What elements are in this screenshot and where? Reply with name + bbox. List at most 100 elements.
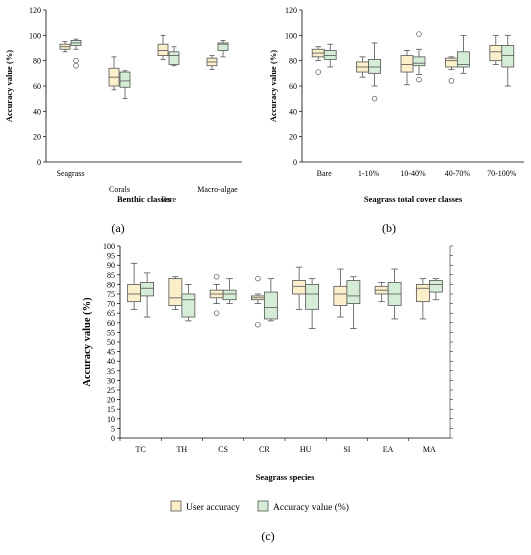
y-tick-label-b-6: 120 (285, 6, 297, 15)
x-axis-title-c: Seagrass species (256, 472, 315, 482)
box-c-user-3 (250, 275, 265, 328)
iqr-box (501, 45, 515, 68)
iqr-box (412, 56, 426, 67)
iqr-box (222, 289, 237, 301)
iqr-box (181, 293, 196, 318)
box-b-acc-2 (412, 31, 426, 83)
box-b-acc-1 (368, 42, 382, 102)
box-c-acc-2 (222, 278, 237, 305)
y-tick-label-c-17: 85 (107, 271, 115, 280)
box-c-user-6 (374, 282, 389, 303)
outlier-point-1 (255, 275, 261, 282)
iqr-box (368, 59, 382, 74)
box-b-user-0 (311, 46, 325, 75)
y-tick-label-b-4: 80 (289, 57, 297, 66)
x-tick-label-c-0: TC (136, 445, 146, 454)
y-tick-label-c-7: 35 (107, 367, 115, 376)
iqr-box (292, 280, 307, 295)
y-tick-label-c-10: 50 (107, 338, 115, 347)
box-b-acc-3 (456, 34, 470, 74)
iqr-box (456, 51, 470, 68)
legend-label-user: User accuracy (186, 503, 240, 513)
y-tick-label-a-6: 120 (29, 6, 41, 15)
outlier-point-1 (416, 31, 422, 37)
outlier-point-0 (73, 62, 79, 69)
box-a-acc-3 (217, 40, 229, 58)
box-a-acc-0 (70, 38, 82, 69)
y-tick-label-c-14: 70 (107, 300, 115, 309)
y-tick-label-b-5: 100 (285, 31, 297, 40)
y-tick-label-a-1: 20 (33, 133, 41, 142)
legend-swatch-acc (257, 500, 269, 512)
iqr-box (127, 283, 142, 303)
x-tick-label-a-2: Bare (161, 195, 177, 204)
iqr-box (168, 51, 180, 65)
y-tick-label-c-16: 80 (107, 280, 115, 289)
box-a-user-2 (157, 34, 169, 60)
iqr-box (428, 280, 443, 293)
iqr-box (489, 45, 503, 62)
box-b-acc-0 (323, 43, 337, 68)
legend-label-acc: Accuracy value (%) (273, 502, 349, 513)
box-c-user-5 (333, 268, 348, 318)
box-c-user-7 (415, 278, 430, 320)
y-tick-label-c-2: 10 (107, 415, 115, 424)
y-tick-label-c-20: 100 (103, 242, 115, 251)
y-tick-label-c-1: 5 (111, 424, 115, 433)
outlier-point-0 (371, 95, 378, 102)
y-tick-label-b-0: 0 (293, 158, 297, 167)
y-tick-label-b-3: 60 (289, 82, 297, 91)
y-tick-label-c-5: 25 (107, 386, 115, 395)
x-tick-label-a-1: Corals (109, 185, 130, 194)
y-tick-label-c-12: 60 (107, 319, 115, 328)
outlier-point-1 (213, 273, 220, 280)
box-b-user-4 (489, 34, 503, 65)
x-tick-label-c-6: EA (383, 445, 394, 454)
panel-label-a: (a) (111, 221, 124, 235)
box-b-user-2 (400, 50, 414, 86)
outlier-point-0 (315, 69, 321, 75)
outlier-point-0 (255, 321, 261, 328)
y-tick-label-a-0: 0 (37, 158, 41, 167)
iqr-box (333, 285, 348, 306)
box-b-user-1 (356, 56, 370, 78)
y-axis-title-c: Accuracy value (%) (82, 297, 93, 387)
iqr-box (263, 291, 278, 320)
y-tick-label-c-6: 30 (107, 376, 115, 385)
box-c-acc-5 (346, 276, 361, 329)
iqr-box (346, 280, 361, 304)
box-a-user-0 (59, 41, 71, 53)
y-tick-label-c-18: 90 (107, 261, 115, 270)
box-c-user-2 (209, 273, 224, 316)
y-tick-label-c-8: 40 (107, 357, 115, 366)
box-b-user-3 (444, 56, 458, 84)
y-tick-label-b-2: 40 (289, 107, 297, 116)
iqr-box (323, 50, 337, 60)
chart-c: 0510152025303540455055606570758085909510… (82, 242, 453, 482)
iqr-box (415, 283, 430, 303)
x-tick-label-c-3: CR (259, 445, 270, 454)
y-tick-label-c-4: 20 (107, 396, 115, 405)
box-a-acc-1 (119, 70, 131, 100)
panel-label-c: (c) (261, 529, 274, 543)
y-tick-label-a-4: 80 (33, 57, 41, 66)
iqr-box (157, 43, 169, 57)
box-c-user-0 (127, 262, 142, 310)
outlier-point-1 (73, 57, 79, 64)
box-a-user-1 (108, 56, 120, 91)
panel-label-b: (b) (382, 221, 396, 235)
y-tick-label-a-2: 40 (33, 107, 41, 116)
y-tick-label-c-11: 55 (107, 328, 115, 337)
x-axis-title-b: Seagrass total cover classes (364, 194, 463, 204)
iqr-box (119, 71, 131, 88)
box-c-acc-1 (181, 283, 196, 322)
x-tick-label-b-2: 10-40% (400, 169, 426, 178)
x-tick-label-b-4: 70-100% (487, 169, 517, 178)
box-c-user-1 (168, 276, 183, 310)
y-tick-label-a-5: 100 (29, 31, 41, 40)
box-c-acc-0 (140, 272, 155, 318)
y-axis-title-b: Accuracy value (%) (268, 50, 278, 122)
chart-a: 0 20 40 60 80 100 120 Seagrass Corals Bare Macro-a… (4, 6, 242, 204)
iqr-box (400, 55, 414, 73)
